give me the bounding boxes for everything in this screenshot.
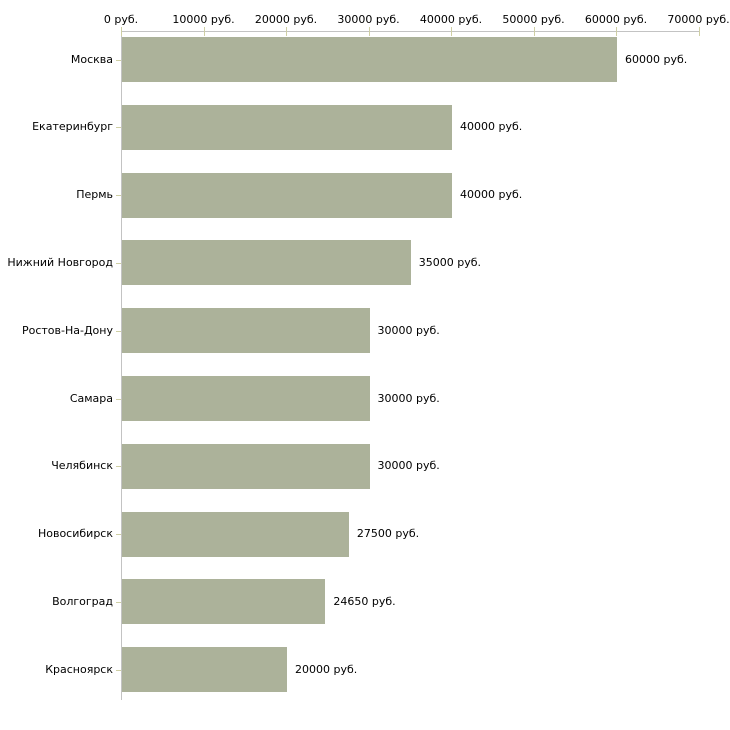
bar	[122, 443, 370, 489]
x-axis-tick-label: 10000 руб.	[172, 13, 235, 26]
bar	[122, 376, 370, 421]
category-tick-mark	[116, 60, 121, 61]
x-axis-tick-mark	[204, 27, 205, 36]
category-label: Нижний Новгород	[7, 255, 113, 269]
category-label: Новосибирск	[37, 527, 113, 541]
bar	[122, 37, 617, 82]
category-label: Ростов-На-Дону	[21, 323, 113, 337]
x-axis-line	[121, 31, 699, 32]
category-tick-mark	[116, 534, 121, 535]
x-axis-tick-label: 50000 руб.	[502, 13, 565, 26]
value-label: 30000 руб.	[377, 459, 440, 473]
value-label: 60000 руб.	[625, 52, 688, 66]
y-axis-line	[121, 31, 122, 700]
category-tick-mark	[116, 602, 121, 603]
category-tick-mark	[116, 263, 121, 264]
category-label: Самара	[69, 391, 113, 405]
value-label: 24650 руб.	[333, 594, 396, 608]
x-axis-tick-mark	[616, 27, 617, 36]
value-label: 20000 руб.	[295, 662, 358, 676]
x-axis-tick-mark	[699, 27, 700, 36]
bar	[122, 240, 411, 286]
value-label: 40000 руб.	[460, 188, 523, 202]
bar	[122, 511, 349, 557]
x-axis-tick-label: 20000 руб.	[254, 13, 318, 26]
bar	[122, 104, 452, 150]
x-axis-tick-mark	[451, 27, 452, 36]
category-tick-mark	[116, 466, 121, 467]
value-label: 35000 руб.	[418, 255, 482, 269]
category-label: Челябинск	[51, 459, 113, 473]
category-label: Екатеринбург	[32, 120, 113, 134]
category-label: Пермь	[76, 188, 113, 202]
bar	[122, 308, 370, 354]
x-axis-tick-label: 40000 руб.	[419, 13, 483, 26]
bar	[122, 172, 452, 218]
category-label: Красноярск	[45, 662, 113, 676]
category-tick-mark	[116, 195, 121, 196]
category-tick-mark	[116, 399, 121, 400]
value-label: 40000 руб.	[460, 120, 523, 134]
category-tick-mark	[116, 127, 121, 128]
x-axis-tick-label: 30000 руб.	[337, 13, 400, 26]
x-axis-tick-mark	[369, 27, 370, 36]
value-label: 27500 руб.	[356, 527, 420, 541]
category-tick-mark	[116, 670, 121, 671]
x-axis-tick-mark	[121, 27, 122, 36]
bar	[122, 647, 287, 693]
category-label: Москва	[70, 52, 113, 66]
value-label: 30000 руб.	[377, 323, 440, 337]
x-axis-tick-label: 60000 руб.	[584, 13, 648, 26]
value-label: 30000 руб.	[377, 391, 440, 405]
x-axis-tick-label: 0 руб.	[103, 13, 139, 26]
bar	[122, 579, 326, 625]
category-label: Волгоград	[52, 594, 113, 608]
x-axis-tick-mark	[534, 27, 535, 36]
x-axis-tick-label: 70000 руб.	[667, 13, 730, 26]
category-tick-mark	[116, 331, 121, 332]
x-axis-tick-mark	[286, 27, 287, 36]
